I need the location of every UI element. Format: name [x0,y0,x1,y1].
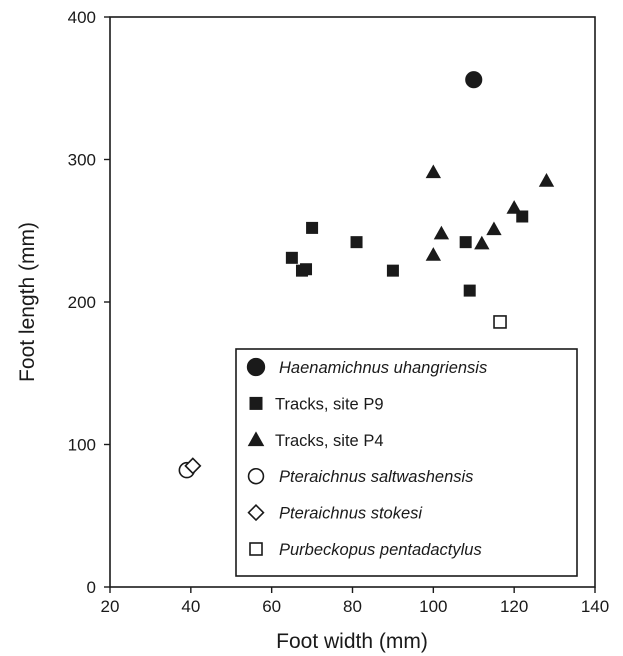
point-haenamichnus-uhangriensis [465,71,483,89]
y-tick-label: 300 [68,151,96,170]
legend-label-purbeckopus-pentadactylus: Purbeckopus pentadactylus [279,541,482,559]
x-axis-label: Foot width (mm) [276,630,428,653]
legend-label-pteraichnus-stokesi: Pteraichnus stokesi [279,505,423,523]
x-tick-label: 40 [181,597,200,616]
legend-box [235,348,578,577]
legend-marker-haenamichnus-uhangriensis [246,357,266,377]
point-tracks-site-p4 [433,225,450,240]
legend-label-pteraichnus-saltwashensis: Pteraichnus saltwashensis [279,468,473,486]
legend: Haenamichnus uhangriensis Tracks, site P9… [235,348,578,577]
legend-marker-pteraichnus-stokesi [247,504,265,522]
point-tracks-site-p9 [463,284,476,297]
legend-marker-purbeckopus-pentadactylus [249,542,263,556]
data-markers [178,71,555,479]
point-tracks-site-p4 [425,164,442,179]
y-tick-label: 200 [68,293,96,312]
point-pteraichnus-stokesi [184,457,202,475]
x-tick-label: 120 [500,597,528,616]
point-purbeckopus-pentadactylus [493,315,507,329]
y-tick-label: 0 [87,578,96,597]
legend-marker-tracks-site-p9 [249,396,263,410]
point-tracks-site-p9 [350,236,363,249]
x-tick-label: 60 [262,597,281,616]
x-tick-label: 100 [419,597,447,616]
y-axis-label: Foot length (mm) [16,222,39,382]
legend-label-haenamichnus-uhangriensis: Haenamichnus uhangriensis [279,359,487,377]
legend-label-tracks-site-p4: Tracks, site P4 [275,432,384,450]
x-axis: 20 40 60 80 100 120 140 [101,587,609,616]
legend-marker-pteraichnus-saltwashensis [247,467,265,485]
legend-label-tracks-site-p9: Tracks, site P9 [275,395,384,413]
point-tracks-site-p4 [538,173,555,187]
point-tracks-site-p9 [285,251,298,264]
y-tick-label: 100 [68,436,96,455]
point-tracks-site-p9 [459,236,472,249]
legend-marker-tracks-site-p4 [247,431,265,447]
point-tracks-site-p9 [300,263,313,276]
point-tracks-site-p4 [425,247,442,261]
y-axis: 0 100 200 300 400 [68,8,110,597]
point-tracks-site-p9 [306,221,319,234]
point-tracks-site-p4 [486,221,502,236]
x-tick-label: 80 [343,597,362,616]
point-tracks-site-p4 [506,200,522,214]
x-tick-label: 20 [101,597,120,616]
point-tracks-site-p9 [386,264,399,277]
y-tick-label: 400 [68,8,96,27]
x-tick-label: 140 [581,597,609,616]
point-tracks-site-p4 [474,235,490,250]
point-tracks-site-p9 [516,210,529,223]
